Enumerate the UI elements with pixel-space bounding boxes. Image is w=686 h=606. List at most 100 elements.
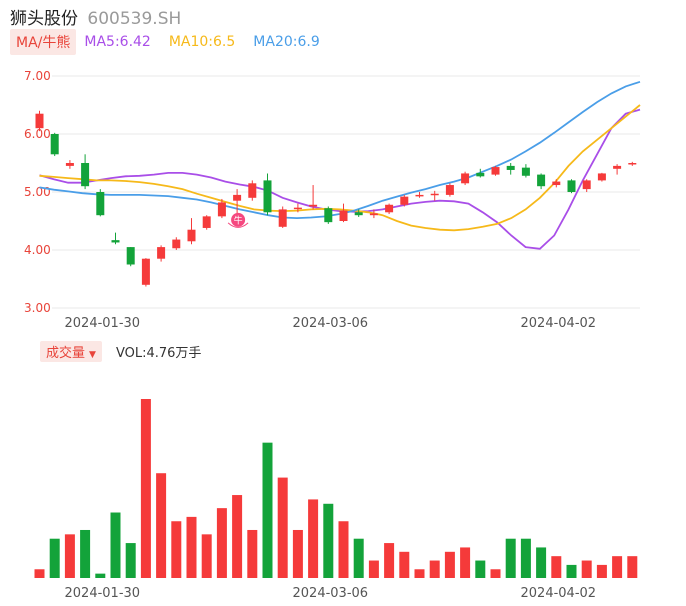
candle (369, 209, 378, 219)
volume-bar (308, 499, 319, 578)
stock-name: 狮头股份 (10, 9, 78, 29)
volume-bar (612, 556, 623, 578)
volume-bar (460, 547, 471, 578)
candle (233, 189, 242, 216)
candle (491, 165, 500, 176)
volume-bar (490, 569, 501, 578)
candlestick-series (35, 110, 637, 287)
volume-bar (566, 564, 577, 578)
candle (461, 171, 470, 186)
candle (293, 203, 302, 213)
volume-bar (520, 538, 531, 578)
candle (385, 203, 394, 215)
moving-average-lines (39, 80, 641, 250)
volume-bar (80, 529, 91, 578)
volume-bars (34, 399, 638, 578)
volume-bar (171, 521, 182, 578)
volume-bar (34, 569, 45, 578)
candle (187, 218, 196, 245)
candle (339, 203, 348, 223)
candle (476, 168, 485, 178)
candle (35, 110, 44, 132)
volume-bar (581, 560, 592, 578)
candle (552, 179, 561, 188)
date-axis-top: 2024-01-30 2024-03-06 2024-04-02 (65, 316, 597, 331)
price-grid (52, 75, 640, 309)
volume-bar (551, 556, 562, 578)
volume-bar (429, 560, 440, 578)
candle (278, 206, 287, 228)
volume-bar (277, 477, 288, 578)
ma5-legend-item: MA5:6.42 (84, 34, 151, 50)
price-tick-label: 4.00 (24, 243, 51, 257)
volume-indicator-toggle[interactable]: 成交量 ▼ (40, 340, 102, 362)
candle (537, 173, 546, 190)
volume-bar (353, 538, 364, 578)
candle (81, 154, 90, 190)
ma-indicator-toggle[interactable]: MA/牛熊 (10, 29, 77, 55)
stock-title: 狮头股份 600539.SH (10, 4, 181, 29)
candle (263, 173, 272, 216)
volume-bar (110, 512, 121, 578)
volume-bar (125, 543, 136, 578)
volume-bar (232, 495, 243, 578)
bull-marker: 牛 (227, 212, 249, 228)
candle (597, 172, 606, 182)
candle (202, 215, 211, 230)
candle (111, 232, 120, 245)
candle (248, 180, 257, 201)
volume-bar (186, 516, 197, 578)
price-axis-ticks: 7.00 6.00 5.00 4.00 3.00 (24, 69, 51, 315)
date-tick-label: 2024-04-02 (521, 586, 597, 601)
candle (628, 161, 637, 166)
ma20-legend-item: MA20:6.9 (253, 34, 320, 50)
volume-indicator-label: 成交量 (46, 345, 86, 361)
volume-bar (368, 560, 379, 578)
date-tick-label: 2024-01-30 (65, 316, 141, 331)
volume-bar (95, 573, 106, 578)
price-tick-label: 6.00 (24, 127, 51, 141)
price-tick-label: 5.00 (24, 185, 51, 199)
candle (415, 192, 424, 198)
price-tick-label: 7.00 (24, 69, 51, 83)
candle (521, 164, 530, 178)
candle (354, 209, 363, 217)
volume-bar (49, 538, 60, 578)
volume-bar (156, 473, 167, 578)
volume-bar (505, 538, 516, 578)
price-tick-label: 3.00 (24, 301, 51, 315)
ma5-line (39, 108, 641, 250)
candle (217, 198, 226, 219)
volume-bar (64, 534, 75, 578)
caret-down-icon: ▼ (89, 349, 96, 360)
volume-legend: 成交量 ▼ VOL:4.76万手 (40, 340, 202, 362)
candle (506, 163, 515, 175)
volume-bar (475, 560, 486, 578)
volume-bar (323, 503, 334, 578)
volume-bar (201, 534, 212, 578)
volume-bar (384, 543, 395, 578)
bull-marker-icon (231, 212, 246, 227)
candle (324, 206, 333, 224)
date-tick-label: 2024-03-06 (293, 586, 369, 601)
ma10-legend-item: MA10:6.5 (168, 34, 236, 50)
date-tick-label: 2024-04-02 (521, 316, 597, 331)
candle (567, 179, 576, 194)
date-axis-bottom: 2024-01-30 2024-03-06 2024-04-02 (65, 586, 597, 601)
volume-bar (444, 551, 455, 578)
volume-bar (536, 547, 547, 578)
candle (157, 245, 166, 262)
volume-bar (414, 569, 425, 578)
volume-bar (262, 442, 273, 578)
date-tick-label: 2024-03-06 (293, 316, 369, 331)
volume-bar (247, 529, 258, 578)
volume-bar (338, 521, 349, 578)
stock-code: 600539.SH (87, 9, 182, 29)
volume-bar (399, 551, 410, 578)
volume-value: VOL:4.76万手 (115, 345, 202, 361)
candle (582, 179, 591, 192)
volume-bar (140, 399, 151, 578)
candle (126, 247, 135, 267)
candle (96, 189, 105, 217)
